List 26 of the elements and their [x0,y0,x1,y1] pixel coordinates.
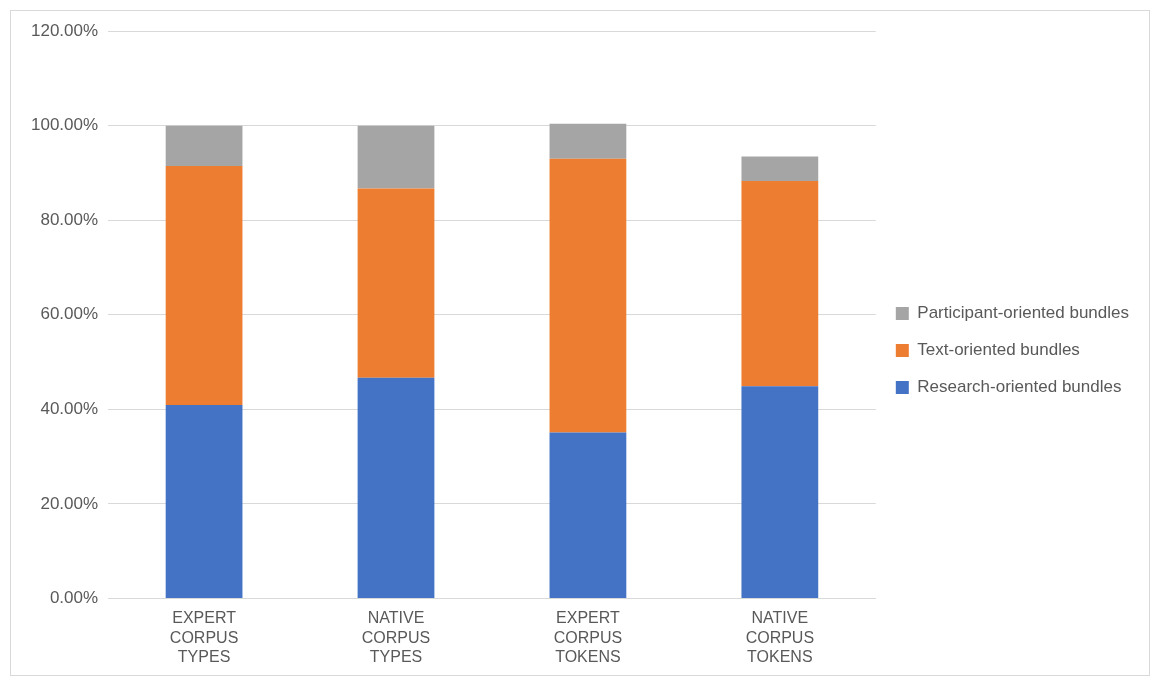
bar [357,377,435,598]
x-tick-label: EXPERT CORPUS TOKENS [553,609,623,665]
bar [741,156,819,182]
y-tick-label: 0.00% [49,588,99,608]
y-tick-label: 80.00% [40,209,99,229]
x-tick-label: NATIVE CORPUS TYPES [361,609,431,665]
y-tick-label: 120.00% [30,20,99,40]
bar [741,181,819,387]
bar [357,188,435,378]
bar [549,123,627,159]
y-tick-label: 40.00% [40,399,99,419]
y-tick-label: 100.00% [30,115,99,135]
bar [549,158,627,433]
legend-label: Text-oriented bundles [917,340,1080,360]
legend-label: Research-oriented bundles [917,377,1122,397]
bar [165,165,243,406]
y-tick-label: 60.00% [40,304,99,324]
bar [357,125,435,189]
x-tick-label: NATIVE CORPUS TOKENS [745,609,815,665]
bar [741,386,819,598]
bar [165,405,243,598]
y-tick-label: 20.00% [40,493,99,513]
bar [165,125,243,166]
x-tick-label: EXPERT CORPUS TYPES [169,609,239,665]
bar [549,432,627,598]
legend-label: Participant-oriented bundles [917,303,1129,323]
